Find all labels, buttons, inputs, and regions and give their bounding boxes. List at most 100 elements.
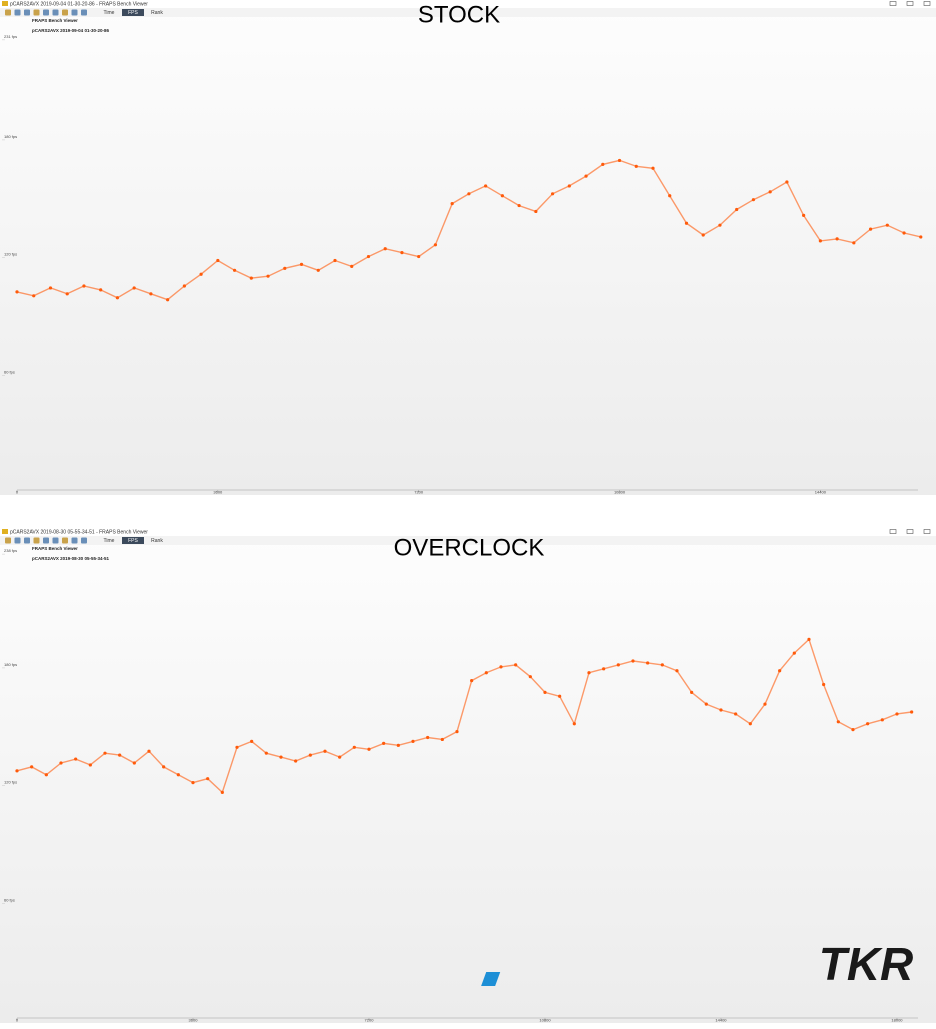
chart-background [0, 536, 936, 1023]
tab[interactable]: Time [104, 538, 115, 544]
fps-point [763, 702, 767, 706]
fps-point [235, 745, 239, 749]
fps-point [147, 749, 151, 753]
y-tick-label: 60 fps [4, 897, 15, 902]
toolbar-icon[interactable] [52, 9, 59, 16]
tab[interactable]: Rank [151, 538, 163, 544]
fps-point [868, 227, 873, 231]
toolbar-icon[interactable] [33, 9, 40, 16]
fps-point [534, 209, 538, 214]
fps-point [250, 739, 254, 744]
toolbar-icon[interactable] [33, 537, 40, 544]
fps-point [382, 741, 386, 745]
close-button[interactable] [923, 529, 931, 534]
fps-point [65, 292, 69, 296]
x-tick-label: 14400 [715, 1018, 727, 1023]
fps-point [440, 737, 444, 742]
fps-point [338, 755, 342, 759]
fps-point [919, 235, 923, 239]
toolbar-icon[interactable] [43, 9, 49, 16]
x-tick-label: 7200 [365, 1018, 375, 1023]
fps-point [206, 777, 210, 781]
close-button[interactable] [923, 1, 931, 6]
fps-point [690, 690, 694, 694]
fps-line [16, 638, 912, 794]
fps-point [885, 223, 889, 227]
tab-active [122, 9, 144, 16]
fps-point [835, 237, 839, 241]
fps-point [15, 290, 19, 294]
fps-point [902, 231, 906, 235]
fps-point [517, 203, 521, 208]
tab[interactable]: Rank [151, 10, 163, 16]
fps-point [484, 671, 488, 675]
y-tick-label: 180 fps [4, 134, 17, 139]
x-tick-label: 3600 [213, 490, 223, 495]
title-bar [0, 0, 936, 8]
fps-point [467, 192, 471, 196]
fps-point [684, 221, 689, 225]
toolbar-icon[interactable] [71, 537, 78, 544]
y-tick-label: 120 fps [4, 252, 17, 257]
y-tick-label: 120 fps [4, 780, 17, 785]
fps-point [352, 745, 356, 749]
toolbar-icon[interactable] [24, 537, 30, 544]
fps-point [704, 702, 708, 706]
fps-point [543, 690, 547, 694]
toolbar-icon[interactable] [14, 537, 21, 544]
toolbar-icon[interactable] [71, 9, 78, 16]
app-heading: FRAPS Bench Viewer [32, 546, 78, 551]
toolbar-icon[interactable] [62, 9, 68, 16]
maximize-button[interactable] [906, 1, 914, 6]
fps-point [48, 286, 53, 290]
toolbar-icon[interactable] [62, 537, 68, 544]
fps-point [567, 184, 571, 188]
fps-point [266, 274, 270, 278]
fps-point [616, 663, 620, 667]
fps-point [735, 207, 739, 212]
toolbar-icon[interactable] [81, 9, 87, 16]
fps-point [572, 722, 576, 726]
toolbar-icon[interactable] [81, 537, 87, 544]
fps-point [822, 682, 826, 687]
toolbar-icon[interactable] [5, 9, 11, 16]
toolbar-icon[interactable] [5, 537, 11, 544]
overlay-title: OVERCLOCK [394, 534, 545, 561]
app-icon [2, 1, 8, 6]
fps-point [411, 739, 415, 744]
x-tick-label: 10800 [614, 490, 626, 495]
fps-point [166, 298, 170, 302]
fps-point [118, 753, 122, 757]
fps-point [584, 174, 588, 178]
toolbar-icon[interactable] [43, 537, 49, 544]
fps-point [718, 223, 722, 227]
fps-point [550, 192, 555, 196]
fps-point [400, 251, 404, 255]
x-tick-label: 0 [16, 490, 19, 495]
logo-accent [481, 972, 501, 986]
toolbar-icon[interactable] [24, 9, 30, 16]
tab[interactable]: FPS [128, 10, 138, 16]
fps-point [308, 753, 312, 757]
fps-point [631, 659, 635, 663]
fps-point [651, 166, 655, 170]
fps-point [32, 294, 36, 298]
window-title: pCARS2AVX 2019-08-30 05-55-34-51 - FRAPS… [10, 529, 148, 535]
tab[interactable]: Time [104, 10, 115, 16]
x-tick-label: 14400 [815, 490, 827, 495]
fps-point [587, 671, 591, 675]
minimize-button[interactable] [889, 1, 897, 6]
toolbar-icon[interactable] [52, 537, 59, 544]
fps-point [82, 284, 86, 288]
fps-point [734, 712, 738, 716]
fps-point [852, 241, 856, 245]
fps-point [149, 292, 153, 296]
minimize-button[interactable] [889, 529, 897, 534]
fps-point [191, 781, 195, 785]
toolbar [0, 536, 936, 545]
fps-point [88, 763, 92, 767]
maximize-button[interactable] [906, 529, 914, 534]
toolbar-icon[interactable] [14, 9, 21, 16]
tab[interactable]: FPS [128, 538, 138, 544]
fps-point [299, 262, 304, 267]
